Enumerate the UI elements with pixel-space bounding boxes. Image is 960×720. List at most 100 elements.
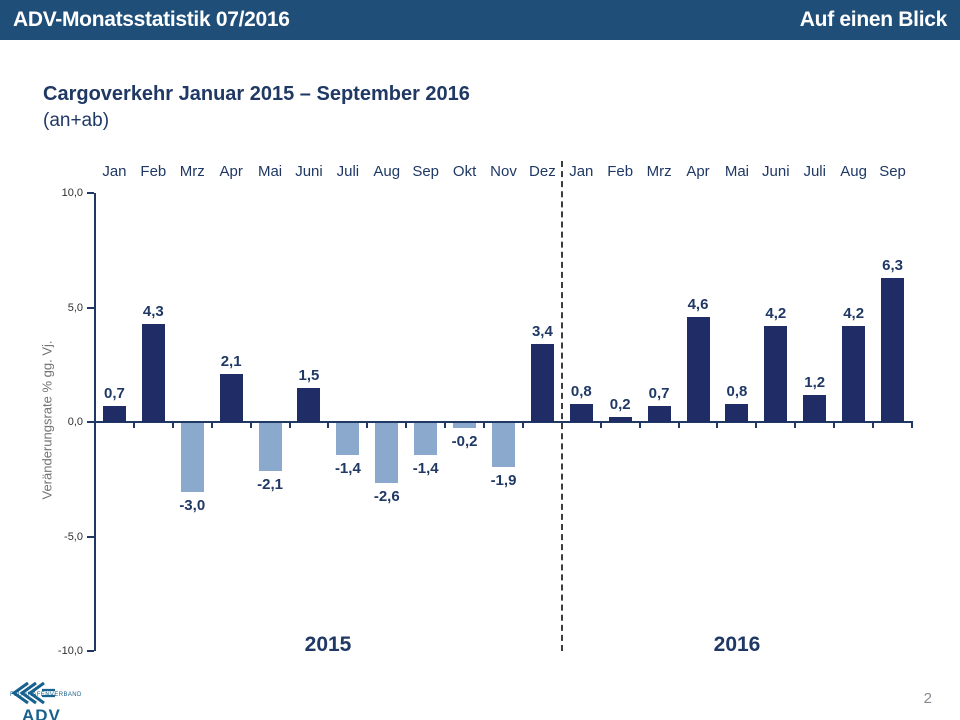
chart-title: Cargoverkehr Januar 2015 – September 201… [43, 83, 470, 105]
x-axis-tick [716, 423, 719, 428]
bar-value-label: -2,6 [373, 487, 400, 505]
year-label-2015: 2015 [304, 633, 352, 656]
month-label-2015-Jan: Jan [102, 163, 127, 180]
header-left-title: ADV-Monatsstatistik 07/2016 [13, 8, 290, 31]
bar-value-label: 0,8 [570, 382, 592, 400]
header-bar: ADV-Monatsstatistik 07/2016 Auf einen Bl… [0, 0, 960, 40]
month-label-2015-Apr: Apr [219, 163, 243, 180]
bar-value-label: -0,2 [451, 432, 478, 450]
x-axis-tick [638, 423, 641, 428]
y-axis-tick-label: 0,0 [67, 416, 83, 428]
month-label-2016-Sep: Sep [879, 163, 906, 180]
bar-2015-Nov [492, 423, 515, 467]
month-label-2015-Feb: Feb [140, 163, 167, 180]
x-axis-tick [249, 423, 252, 428]
month-label-2015-Sep: Sep [412, 163, 440, 180]
month-label-2015-Juli: Juli [336, 163, 360, 180]
bar-value-label: 4,2 [843, 304, 865, 322]
month-label-2016-Mrz: Mrz [646, 163, 672, 180]
x-axis-tick [872, 423, 875, 428]
adv-logo: FLUGHAFENVERBAND ADV [8, 680, 148, 720]
bar-2016-Aug [842, 325, 866, 422]
month-label-2015-Okt: Okt [452, 163, 477, 180]
header-right-title: Auf einen Blick [799, 8, 948, 31]
x-axis-tick [366, 423, 369, 428]
bar-value-label: 4,2 [765, 304, 787, 322]
bar-2016-Juni [764, 325, 788, 422]
bar-value-label: 2,1 [220, 352, 242, 370]
x-axis-tick [833, 423, 836, 428]
bar-2016-Juli [803, 394, 827, 422]
month-label-2016-Aug: Aug [840, 163, 867, 180]
month-label-2016-Juni: Juni [762, 163, 790, 180]
month-label-2015-Mrz: Mrz [179, 163, 205, 180]
year-label-2016: 2016 [713, 633, 761, 656]
y-axis-tick [87, 306, 94, 309]
x-axis-tick [483, 423, 486, 428]
bar-2015-Mai [258, 423, 282, 472]
month-label-2016-Apr: Apr [686, 163, 710, 180]
bar-value-label: -3,0 [179, 496, 206, 514]
y-axis-tick [87, 535, 94, 538]
bar-2016-Jan [569, 403, 593, 422]
bar-2016-Mai [725, 403, 749, 422]
bar-2015-Apr [219, 373, 243, 422]
x-axis-tick [405, 423, 408, 428]
bar-2016-Apr [686, 316, 710, 422]
bar-value-label: 4,3 [142, 302, 164, 320]
bar-2015-Juli [336, 423, 360, 456]
bar-2015-Jan [102, 405, 126, 422]
bar-2015-Sep [414, 423, 438, 456]
bar-value-label: 0,7 [104, 384, 125, 402]
logo-abbr-text: ADV [22, 706, 61, 720]
logo-chevrons-icon [11, 681, 55, 705]
x-axis-tick [677, 423, 680, 428]
bar-2016-Mrz [647, 405, 671, 422]
bar-value-label: 6,3 [882, 256, 903, 274]
bar-value-label: 0,7 [648, 384, 670, 402]
x-axis-tick [911, 423, 913, 428]
bar-value-label: 0,2 [609, 396, 631, 414]
x-axis-tick [94, 423, 96, 428]
x-axis-tick [444, 423, 447, 428]
bar-2016-Feb [608, 417, 632, 422]
adv-logo-graphic: FLUGHAFENVERBAND ADV [10, 681, 82, 720]
month-label-2016-Juli: Juli [803, 163, 826, 180]
bar-value-label: -2,1 [257, 476, 283, 494]
month-label-2015-Mai: Mai [257, 163, 283, 180]
month-label-2016-Mai: Mai [724, 163, 749, 180]
y-axis-tick-label: 5,0 [67, 301, 83, 314]
y-axis-tick-label: -5,0 [64, 530, 83, 543]
bar-value-label: -1,4 [412, 460, 439, 478]
bar-2016-Sep [881, 277, 905, 422]
y-axis-tick [87, 650, 94, 652]
year-separator-line [560, 161, 563, 651]
bar-2015-Okt [453, 423, 477, 428]
x-axis-tick [599, 423, 602, 428]
bar-value-label: 3,4 [531, 323, 553, 341]
bar-2015-Aug [375, 423, 399, 483]
bar-value-label: 0,8 [726, 382, 748, 400]
bar-value-label: 1,5 [298, 366, 320, 384]
bar-2015-Mrz [180, 423, 204, 492]
month-label-2016-Jan: Jan [569, 163, 594, 180]
bar-value-label: 4,6 [687, 295, 709, 313]
bar-2015-Feb [141, 323, 165, 422]
page-number: 2 [923, 690, 932, 707]
bar-value-label: -1,4 [334, 460, 361, 478]
x-axis-tick [327, 423, 330, 428]
y-axis-tick [87, 192, 94, 194]
y-axis-tick-label: -10,0 [57, 645, 83, 657]
y-axis-tick [87, 421, 94, 423]
x-axis-tick [755, 423, 758, 428]
month-label-2015-Nov: Nov [490, 163, 517, 180]
x-axis-tick [132, 423, 135, 428]
bar-2015-Juni [297, 387, 321, 422]
month-label-2015-Dez: Dez [529, 163, 556, 180]
x-axis-tick [210, 423, 213, 428]
x-axis-tick [794, 423, 797, 428]
bar-2015-Dez [530, 344, 554, 422]
x-axis-tick [288, 423, 291, 428]
month-label-2016-Feb: Feb [607, 163, 634, 180]
